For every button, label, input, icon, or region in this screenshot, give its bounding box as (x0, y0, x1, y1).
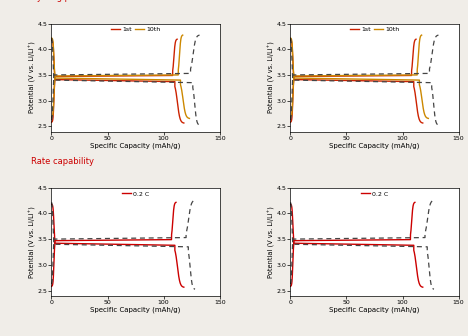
Legend: 1st, 10th: 1st, 10th (347, 25, 402, 35)
Legend: 0.2 C: 0.2 C (119, 188, 152, 199)
X-axis label: Specific Capacity (mAh/g): Specific Capacity (mAh/g) (329, 142, 420, 149)
X-axis label: Specific Capacity (mAh/g): Specific Capacity (mAh/g) (90, 306, 181, 313)
X-axis label: Specific Capacity (mAh/g): Specific Capacity (mAh/g) (329, 306, 420, 313)
Legend: 0.2 C: 0.2 C (358, 188, 391, 199)
Y-axis label: Potential (V vs. Li/Li⁺): Potential (V vs. Li/Li⁺) (29, 206, 36, 278)
Legend: 1st, 10th: 1st, 10th (109, 25, 163, 35)
Text: Cycling performance: Cycling performance (31, 0, 119, 2)
X-axis label: Specific Capacity (mAh/g): Specific Capacity (mAh/g) (90, 142, 181, 149)
Y-axis label: Potential (V vs. Li/Li⁺): Potential (V vs. Li/Li⁺) (29, 42, 36, 114)
Text: Rate capability: Rate capability (31, 158, 94, 166)
Y-axis label: Potential (V vs. Li/Li⁺): Potential (V vs. Li/Li⁺) (268, 206, 275, 278)
Y-axis label: Potential (V vs. Li/Li⁺): Potential (V vs. Li/Li⁺) (268, 42, 275, 114)
